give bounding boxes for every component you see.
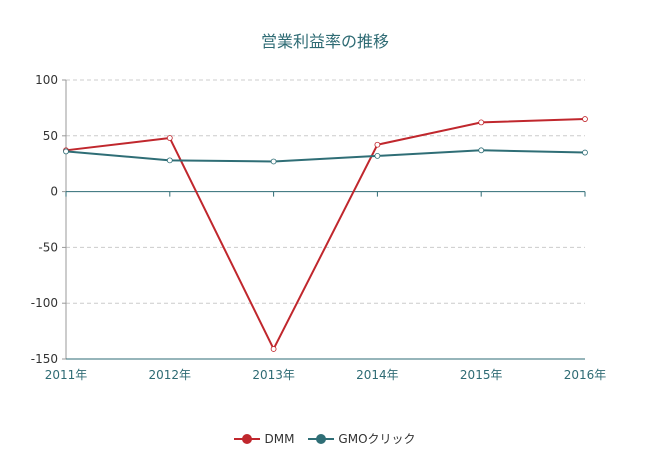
- x-tick-label: 2012年: [149, 368, 192, 382]
- legend-item[interactable]: GMOクリック: [308, 430, 416, 447]
- data-point[interactable]: [478, 119, 485, 126]
- data-point[interactable]: [270, 346, 277, 352]
- x-tick-label: 2013年: [252, 368, 295, 382]
- legend-label: DMM: [264, 431, 295, 446]
- data-point[interactable]: [374, 152, 381, 159]
- y-tick-label: -100: [31, 296, 58, 310]
- data-point[interactable]: [270, 158, 277, 165]
- legend-item[interactable]: DMM: [234, 430, 294, 447]
- data-point[interactable]: [582, 149, 588, 156]
- chart-legend: DMM GMOクリック: [0, 430, 650, 447]
- data-point[interactable]: [478, 147, 485, 154]
- legend-label: GMOクリック: [338, 432, 416, 446]
- y-tick-label: -150: [31, 352, 58, 366]
- data-point[interactable]: [63, 148, 69, 155]
- legend-swatch: [308, 433, 335, 444]
- x-tick-label: 2011年: [45, 368, 88, 382]
- chart-title: 営業利益率の推移: [260, 32, 389, 51]
- line-chart: 100 50 0 -50 -100 -150 2011年 2012年 2013年 2014年 201…: [31, 73, 607, 382]
- x-tick-label: 2015年: [460, 368, 503, 382]
- y-tick-label: 100: [35, 73, 58, 87]
- y-tick-label: -50: [38, 240, 58, 254]
- y-tick-label: 50: [43, 129, 58, 143]
- data-point[interactable]: [166, 157, 173, 164]
- data-point[interactable]: [582, 116, 588, 122]
- series-line-1: [65, 149, 586, 163]
- x-tick-label: 2016年: [564, 368, 607, 382]
- y-tick-label: 0: [50, 185, 58, 199]
- x-tick-label: 2014年: [356, 368, 399, 382]
- data-point[interactable]: [374, 141, 381, 148]
- data-point[interactable]: [166, 135, 173, 141]
- legend-swatch: [234, 433, 261, 444]
- series-line-0: [65, 118, 586, 350]
